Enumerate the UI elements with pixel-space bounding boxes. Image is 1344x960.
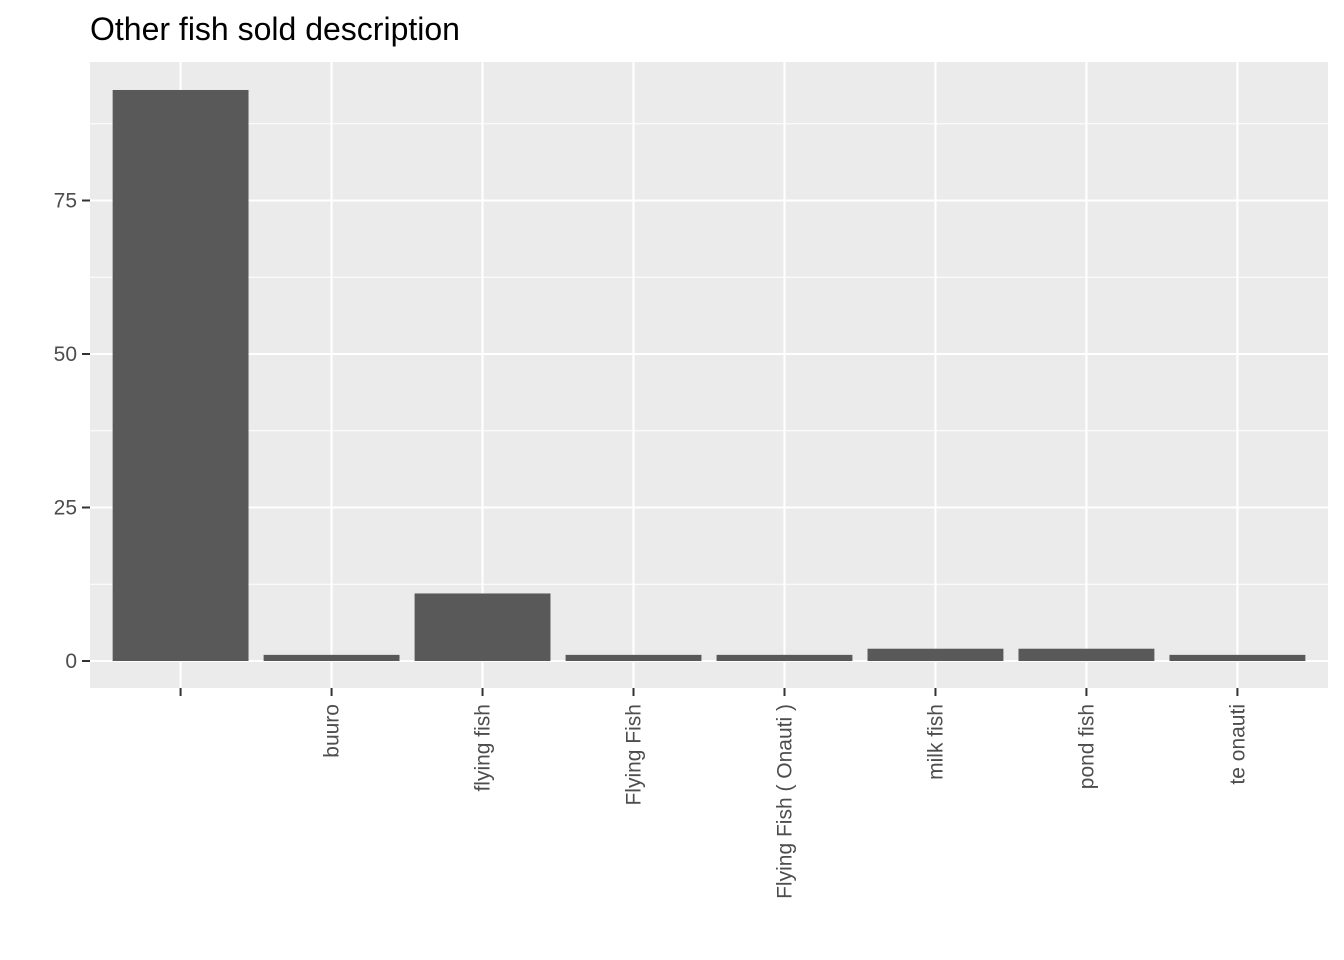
x-axis: buuro flying fish Flying Fish Flying Fish (… bbox=[179, 688, 1249, 899]
y-tick-label: 50 bbox=[54, 343, 77, 366]
grid-minor bbox=[90, 123, 1328, 585]
bars bbox=[112, 89, 1306, 662]
y-axis: 0 25 50 75 bbox=[54, 190, 90, 673]
y-tick-label: 25 bbox=[54, 497, 77, 520]
y-tick-label: 0 bbox=[65, 650, 77, 673]
x-tick-label: flying fish bbox=[472, 704, 495, 792]
x-tick-label: Flying Fish ( Onauti ) bbox=[773, 704, 796, 899]
x-tick-label: pond fish bbox=[1075, 704, 1098, 789]
bar bbox=[263, 654, 400, 661]
bar bbox=[1018, 648, 1155, 661]
bar bbox=[414, 593, 551, 661]
x-tick-label: Flying Fish bbox=[623, 704, 646, 806]
bar bbox=[716, 654, 853, 661]
y-tick-label: 75 bbox=[54, 190, 77, 213]
bar bbox=[1169, 654, 1306, 661]
x-tick-label: buuro bbox=[321, 704, 344, 758]
chart-title: Other fish sold description bbox=[90, 11, 460, 47]
bar bbox=[112, 89, 249, 662]
bar bbox=[565, 654, 702, 661]
grid-major bbox=[90, 62, 1328, 688]
plot-panel bbox=[90, 62, 1328, 688]
bar bbox=[867, 648, 1004, 661]
x-tick-label: te onauti bbox=[1226, 704, 1249, 785]
x-tick-label: milk fish bbox=[924, 704, 947, 780]
